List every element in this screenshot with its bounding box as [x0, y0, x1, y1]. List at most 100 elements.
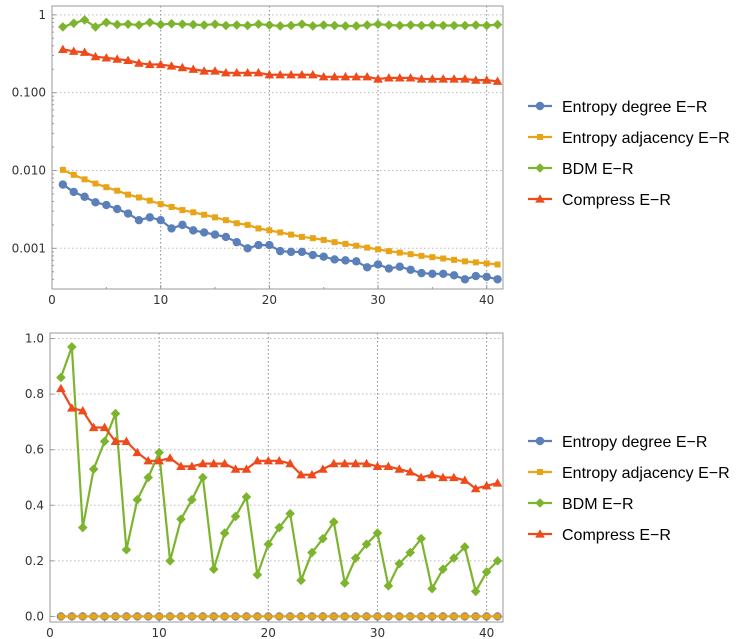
data-point-entropy-adjacency	[123, 613, 130, 620]
data-point-entropy-adjacency	[407, 251, 414, 258]
data-point-entropy-degree	[341, 256, 350, 265]
data-point-entropy-adjacency	[199, 613, 206, 620]
data-point-bdm	[372, 528, 383, 538]
data-point-bdm	[176, 514, 186, 524]
data-point-compress	[471, 75, 481, 84]
data-point-entropy-adjacency	[320, 236, 327, 243]
x-tick-label: 0	[48, 293, 56, 307]
data-point-entropy-adjacency	[255, 225, 262, 232]
data-point-compress	[351, 71, 362, 81]
data-point-compress	[384, 73, 394, 82]
data-point-bdm	[427, 20, 438, 30]
data-point-bdm	[155, 19, 166, 30]
data-point-compress	[361, 458, 372, 468]
legend-item-bdm: BDM E−R	[528, 161, 634, 178]
data-point-compress	[154, 456, 164, 465]
data-point-compress	[166, 61, 177, 70]
data-point-entropy-adjacency	[134, 613, 141, 620]
legend-item-compress: Compress E−R	[528, 527, 671, 544]
series-entropy-adjacency	[57, 613, 501, 620]
data-point-compress	[318, 464, 328, 473]
x-tick-label: 40	[479, 293, 494, 307]
data-point-compress	[307, 469, 317, 479]
legend-item-bdm: BDM E−R	[528, 496, 634, 513]
data-point-entropy-adjacency	[266, 227, 273, 234]
data-point-entropy-degree	[439, 269, 448, 279]
data-point-compress	[383, 461, 394, 470]
series-bdm	[56, 342, 503, 597]
data-point-compress	[210, 66, 220, 75]
y-tick-label: 1	[38, 8, 46, 22]
data-point-entropy-adjacency	[59, 166, 66, 173]
y-tick-label: 0.100	[12, 86, 46, 100]
data-point-compress	[264, 69, 275, 79]
data-point-compress	[145, 59, 155, 69]
data-point-bdm	[199, 20, 209, 30]
data-point-entropy-degree	[167, 224, 176, 233]
data-point-entropy-adjacency	[212, 214, 219, 221]
data-point-bdm	[241, 492, 252, 502]
data-point-bdm	[230, 511, 241, 522]
data-point-entropy-adjacency	[363, 613, 370, 620]
data-point-entropy-degree	[417, 268, 426, 278]
data-point-compress	[101, 53, 112, 62]
data-point-compress	[208, 458, 219, 468]
data-point-bdm	[252, 569, 263, 580]
data-point-compress	[394, 464, 405, 473]
data-point-bdm	[242, 20, 253, 31]
data-point-entropy-degree	[352, 257, 361, 266]
data-point-compress	[449, 74, 459, 83]
data-point-compress	[88, 422, 99, 432]
data-point-entropy-adjacency	[319, 613, 326, 620]
data-point-bdm	[134, 20, 144, 30]
data-point-bdm	[198, 472, 208, 483]
data-point-compress	[285, 458, 295, 468]
data-point-compress	[405, 73, 416, 82]
data-point-bdm	[231, 20, 242, 30]
data-point-entropy-adjacency	[201, 211, 208, 218]
data-point-entropy-adjacency	[429, 613, 436, 620]
data-point-compress	[329, 71, 340, 81]
data-point-bdm	[318, 533, 328, 544]
data-point-entropy-degree	[449, 271, 459, 280]
data-point-compress	[121, 436, 132, 445]
data-point-entropy-degree	[123, 209, 133, 218]
data-point-entropy-degree	[330, 255, 339, 264]
data-point-entropy-adjacency	[472, 613, 479, 620]
x-tick-label: 30	[370, 293, 385, 307]
data-point-entropy-degree	[113, 204, 122, 214]
data-point-entropy-adjacency	[70, 171, 77, 178]
data-point-compress	[110, 436, 121, 445]
data-point-compress	[274, 456, 285, 465]
data-point-bdm	[177, 19, 188, 29]
y-tick-label: 0.010	[12, 163, 46, 177]
y-tick-label: 0.6	[25, 443, 44, 457]
data-point-entropy-adjacency	[352, 613, 359, 620]
data-point-compress	[275, 69, 286, 79]
legend-swatch-marker	[537, 469, 543, 475]
data-point-compress	[230, 464, 241, 473]
data-point-compress	[470, 483, 481, 493]
data-point-bdm	[481, 567, 492, 577]
legend-swatch-marker	[535, 101, 545, 111]
data-point-bdm	[221, 20, 231, 31]
x-tick-label: 20	[261, 626, 276, 639]
data-point-bdm	[68, 18, 79, 29]
data-point-bdm	[351, 21, 362, 31]
data-point-entropy-adjacency	[483, 260, 490, 267]
data-point-compress	[459, 475, 470, 484]
data-point-entropy-adjacency	[81, 176, 88, 183]
data-point-entropy-adjacency	[298, 233, 305, 240]
data-point-entropy-adjacency	[308, 613, 315, 620]
legend-label: BDM E−R	[562, 161, 634, 178]
data-point-entropy-adjacency	[341, 613, 348, 620]
data-point-entropy-adjacency	[429, 254, 436, 261]
data-point-bdm	[165, 556, 175, 566]
data-point-bdm	[101, 17, 112, 28]
data-point-entropy-adjacency	[146, 197, 153, 204]
data-point-bdm	[88, 464, 99, 474]
data-point-entropy-degree	[134, 215, 144, 225]
data-point-entropy-degree	[178, 220, 187, 230]
legend-label: Entropy degree E−R	[562, 99, 707, 116]
top-chart-legend: Entropy degree E−R Entropy adjacency E−R B…	[528, 99, 730, 209]
